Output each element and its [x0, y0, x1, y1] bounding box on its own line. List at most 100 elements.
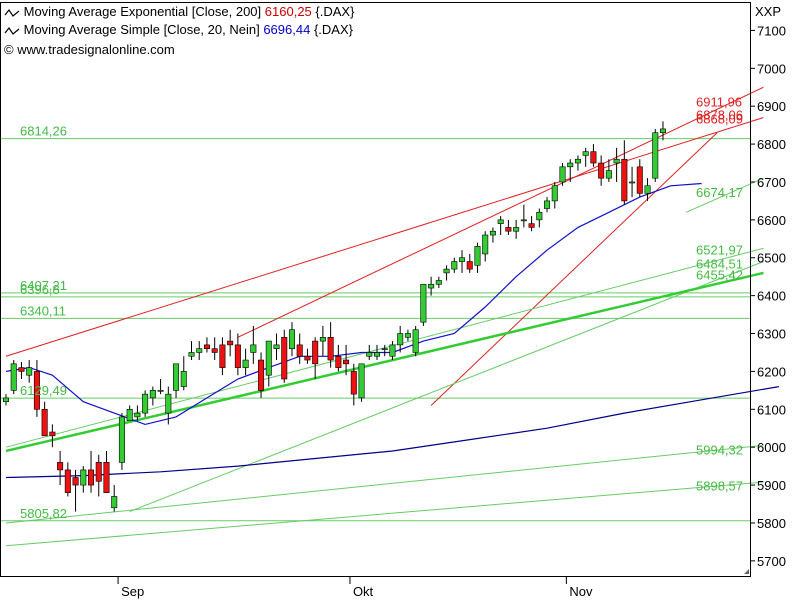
candle-body: [621, 158, 628, 202]
candle-body: [64, 469, 71, 493]
candle-body: [652, 132, 659, 179]
legend-sma-label: Moving Average Simple [Close, 20, Nein]: [23, 22, 260, 37]
trendline-label: 6911,96: [696, 95, 742, 110]
candle-body: [397, 333, 404, 346]
legend-sma-value: 6696,44: [263, 22, 311, 37]
candle-body: [389, 344, 396, 357]
trendline-label: 6674,17: [696, 185, 743, 200]
candle-body: [420, 283, 427, 323]
candle-body: [234, 344, 241, 368]
legend-ema-symbol: {.DAX}: [315, 4, 355, 19]
candle-body: [10, 363, 17, 391]
candle-body: [327, 337, 334, 361]
candle-body: [551, 185, 558, 202]
candle-body: [528, 223, 535, 228]
candle-body: [258, 359, 265, 391]
candle-body: [312, 340, 319, 365]
candle-body: [188, 352, 195, 357]
legend-sma-symbol: {.DAX}: [313, 22, 353, 37]
candle-body: [613, 158, 620, 164]
main-support-trendline: [5, 271, 764, 453]
candle-body: [358, 363, 365, 399]
candle-body: [219, 344, 226, 368]
y-tick-label: 6500: [757, 251, 786, 266]
candle-body: [350, 371, 357, 395]
y-tick-label: 6900: [757, 99, 786, 114]
trendline: [5, 117, 764, 357]
level-label: 6407,21: [20, 278, 67, 293]
trendline-label: 6455,42: [696, 268, 743, 283]
month-label: Sep: [121, 584, 144, 599]
legend-ema-label: Moving Average Exponential [Close, 200]: [23, 4, 262, 19]
candle-body: [41, 408, 48, 437]
candle-body: [459, 257, 466, 262]
candle-body: [211, 348, 218, 353]
candle-body: [273, 344, 280, 349]
candle-body: [49, 431, 56, 437]
copyright-icon: ©: [4, 42, 14, 57]
candle-body: [644, 185, 651, 194]
candle-body: [636, 166, 643, 194]
candle-body: [281, 337, 288, 380]
candle-body: [435, 280, 442, 285]
candle-body: [265, 340, 272, 376]
candle-body: [428, 283, 435, 289]
candle-body: [111, 496, 118, 509]
candle-body: [288, 329, 295, 349]
trendline-label: 5994,32: [696, 442, 743, 457]
candle-body: [88, 469, 95, 486]
legend-ema: Moving Average Exponential [Close, 200] …: [4, 4, 354, 19]
trendline-label: 6868,09: [696, 111, 743, 126]
trendline-label: 6878,06: [696, 108, 743, 123]
candle-body: [567, 162, 574, 168]
legend-ema-value: 6160,25: [264, 4, 312, 19]
candle-body: [629, 181, 636, 184]
y-tick-label: 6600: [757, 213, 786, 228]
level-label: 6340,11: [20, 303, 66, 318]
candle-body: [26, 367, 33, 376]
trendline-label: 6521,97: [696, 242, 743, 257]
trendline: [237, 86, 764, 338]
candle-body: [590, 151, 597, 164]
month-label: Okt: [353, 584, 374, 599]
candle-body: [536, 211, 543, 221]
candle-body: [605, 170, 612, 179]
candle-body: [574, 158, 581, 164]
y-tick-label: 5800: [757, 516, 786, 531]
candle-body: [250, 344, 257, 353]
trendline: [5, 481, 764, 547]
candle-body: [451, 261, 458, 270]
trendline-label: 5898,57: [696, 479, 743, 494]
candle-body: [165, 393, 172, 414]
wave-icon: [4, 26, 20, 35]
candle-body: [659, 128, 666, 134]
source-url: www.tradesignalonline.com: [17, 42, 175, 57]
candle-body: [343, 359, 350, 365]
candle-body: [513, 227, 520, 232]
candle-body: [80, 469, 87, 486]
candle-body: [95, 462, 102, 482]
candle-body: [57, 462, 64, 471]
level-label: 5805,82: [20, 506, 67, 521]
y-tick-label: 6300: [757, 327, 786, 342]
level-label: 6129,49: [20, 383, 67, 398]
candle-body: [497, 219, 504, 224]
candle-body: [149, 390, 156, 399]
candle-body: [33, 371, 40, 410]
y-tick-label: 6200: [757, 364, 786, 379]
candle-body: [2, 397, 10, 403]
candle-body: [482, 234, 489, 255]
candle-body: [412, 329, 419, 353]
y-tick-label: 6400: [757, 289, 786, 304]
trendline-label: 6484,51: [696, 257, 743, 272]
axis-symbol: XXP: [755, 4, 781, 19]
candle-body: [335, 355, 342, 368]
candle-body: [559, 166, 566, 183]
legend-source: © www.tradesignalonline.com: [4, 42, 175, 57]
candle-body: [103, 462, 110, 493]
axes: 7100 7000 6900 6800 6700 6600 6500 6400 6300 6200…: [0, 2, 786, 599]
candle-body: [203, 344, 210, 349]
y-tick-label: 5700: [757, 554, 786, 569]
